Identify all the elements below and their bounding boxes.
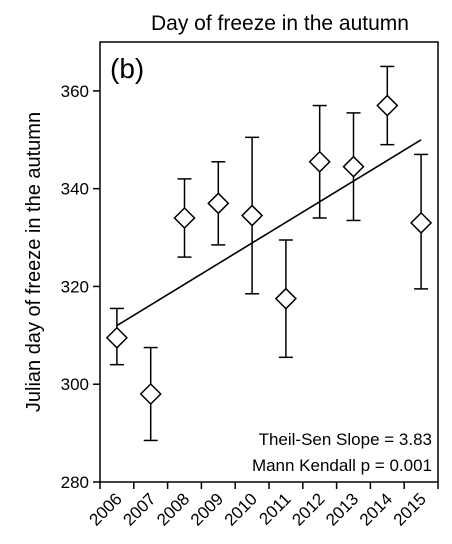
y-axis-label: Julian day of freeze in the autumn <box>23 112 45 412</box>
data-point <box>173 206 196 230</box>
data-point <box>376 94 399 117</box>
data-point <box>274 287 297 310</box>
x-tick-label: 2015 <box>390 489 430 529</box>
chart-title: Day of freeze in the autumn <box>151 12 409 35</box>
x-tick-label: 2014 <box>356 489 396 529</box>
y-axis: 280 300 320 340 360 <box>61 82 100 492</box>
data-point <box>308 150 331 173</box>
x-tick-label: 2013 <box>322 489 362 529</box>
data-point <box>241 204 264 227</box>
y-tick-label: 280 <box>61 473 89 492</box>
data-points <box>105 94 433 406</box>
x-tick-label: 2008 <box>153 489 193 529</box>
y-tick-label: 340 <box>61 180 89 199</box>
panel-label: (b) <box>110 53 144 84</box>
x-tick-label: 2006 <box>86 489 126 529</box>
y-tick-label: 300 <box>61 375 89 394</box>
trend-line <box>116 139 422 327</box>
annotation-mann-kendall: Mann Kendall p = 0.001 <box>252 456 432 475</box>
data-point <box>139 382 162 406</box>
x-tick-label: 2010 <box>221 489 261 529</box>
x-tick-label: 2009 <box>187 489 227 529</box>
x-tick-label: 2007 <box>119 489 159 529</box>
y-tick-label: 360 <box>61 82 89 101</box>
y-tick-label: 320 <box>61 277 89 296</box>
data-point <box>207 192 230 215</box>
annotation-theil-sen: Theil-Sen Slope = 3.83 <box>259 430 432 449</box>
data-point <box>342 155 365 178</box>
data-point <box>410 211 433 234</box>
x-tick-label: 2011 <box>255 489 294 528</box>
data-point <box>105 326 128 349</box>
error-bars <box>109 65 429 442</box>
x-tick-label: 2012 <box>288 489 328 529</box>
